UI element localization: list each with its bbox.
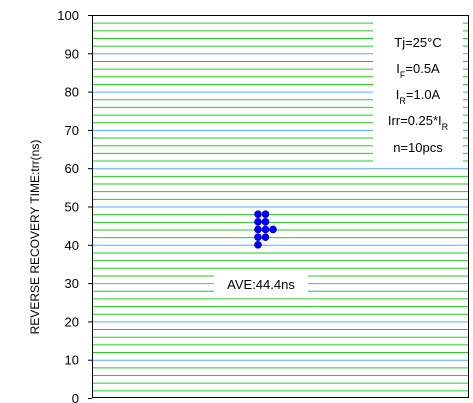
- axes: 0 10 20 30 40 50 60 70 80 90 100: [57, 8, 469, 403]
- y-tick-label: 90: [65, 46, 79, 61]
- data-point: [261, 218, 270, 226]
- y-tick-label: 60: [65, 161, 79, 176]
- data-point: [254, 210, 262, 218]
- data-point: [254, 225, 262, 234]
- y-tick-label: 20: [65, 314, 79, 329]
- data-point: [254, 218, 262, 226]
- legend-line: IR=1.0A: [396, 87, 441, 106]
- average-annotation: AVE:44.4ns: [214, 275, 308, 293]
- data-point: [254, 241, 262, 249]
- y-tick-label: 0: [72, 391, 79, 403]
- legend-line: n=10pcs: [393, 140, 443, 155]
- annotation-text: AVE:44.4ns: [227, 277, 295, 292]
- y-axis-label: REVERSE RECOVERY TIME:trr(ns): [28, 140, 42, 335]
- legend: Tj=25°C IF=0.5A IR=1.0A Irr=0.25*IR n=10pcs: [373, 22, 463, 163]
- y-tick-label: 80: [65, 85, 79, 100]
- y-tick-label: 70: [65, 123, 79, 138]
- y-tick-label: 10: [65, 353, 79, 368]
- data-point: [261, 233, 270, 241]
- legend-line: Irr=0.25*IR: [388, 113, 449, 132]
- legend-line: IF=0.5A: [396, 61, 440, 80]
- y-tick-label: 50: [65, 200, 79, 215]
- data-point: [261, 210, 270, 218]
- plot-frame: [92, 15, 469, 398]
- data-point: [254, 233, 262, 241]
- y-tick-label: 30: [65, 276, 79, 291]
- y-tick-label: 100: [57, 8, 79, 23]
- data-point: [269, 225, 277, 234]
- data-point: [261, 225, 270, 234]
- y-tick-label: 40: [65, 238, 79, 253]
- legend-line: Tj=25°C: [394, 35, 441, 50]
- legend-box: [373, 22, 463, 163]
- annotation-box: [214, 275, 308, 293]
- data-points: [254, 210, 277, 249]
